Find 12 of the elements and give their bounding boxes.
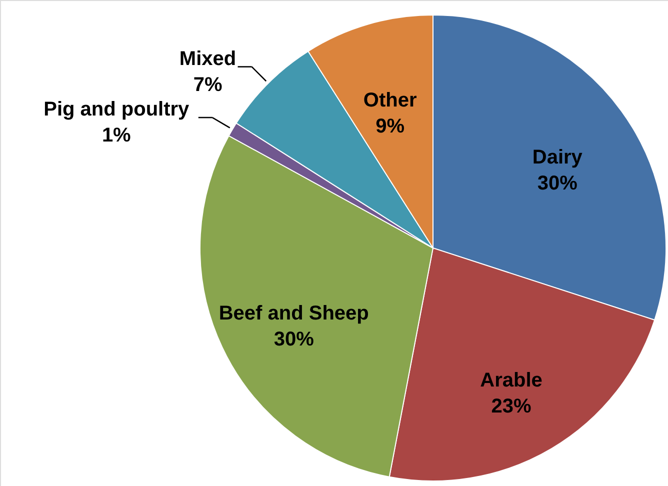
- slice-label: Mixed: [179, 48, 236, 70]
- slice-label: Arable: [480, 369, 542, 392]
- data-label: 30%: [537, 172, 578, 195]
- data-label: 1%: [102, 124, 132, 147]
- slice-label: Pig and poultry: [44, 98, 190, 121]
- data-label: 9%: [376, 115, 405, 138]
- data-label: 7%: [193, 74, 222, 96]
- slice-label: Other: [363, 89, 417, 112]
- data-label: 23%: [491, 395, 532, 418]
- data-label: 30%: [274, 328, 314, 350]
- slice-label: Beef and Sheep: [218, 302, 369, 324]
- slice-label: Dairy: [532, 146, 584, 169]
